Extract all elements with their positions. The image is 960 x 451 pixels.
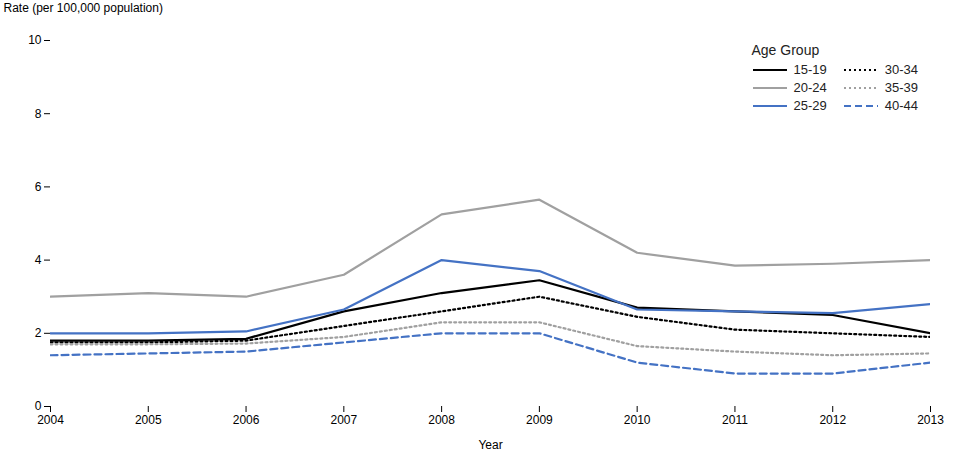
- html-text:35-39: 35-39: [884, 80, 918, 95]
- svg-text:2012: 2012: [819, 413, 846, 427]
- svg-text:2: 2: [35, 326, 42, 340]
- html-text:Age Group: Age Group: [751, 42, 820, 58]
- svg-text:2004: 2004: [37, 413, 64, 427]
- html-text:15-19: 15-19: [793, 62, 827, 77]
- html-text:25-29: 25-29: [793, 98, 827, 113]
- svg-text:2006: 2006: [233, 413, 260, 427]
- svg-text:0: 0: [35, 399, 42, 413]
- html-text:30-34: 30-34: [884, 62, 918, 77]
- svg-text:Rate (per 100,000 population): Rate (per 100,000 population): [4, 1, 163, 15]
- svg-text:10: 10: [28, 33, 42, 47]
- svg-text:4: 4: [35, 253, 42, 267]
- svg-text:2007: 2007: [330, 413, 357, 427]
- svg-text:Year: Year: [478, 438, 502, 451]
- svg-text:2013: 2013: [917, 413, 944, 427]
- svg-text:2011: 2011: [722, 413, 748, 427]
- svg-text:2008: 2008: [428, 413, 455, 427]
- html-text:40-44: 40-44: [884, 98, 918, 113]
- html-text:20-24: 20-24: [793, 80, 827, 95]
- svg-text:2009: 2009: [526, 413, 553, 427]
- svg-text:2010: 2010: [624, 413, 651, 427]
- svg-text:8: 8: [35, 107, 42, 121]
- svg-text:2005: 2005: [135, 413, 162, 427]
- svg-text:6: 6: [35, 180, 42, 194]
